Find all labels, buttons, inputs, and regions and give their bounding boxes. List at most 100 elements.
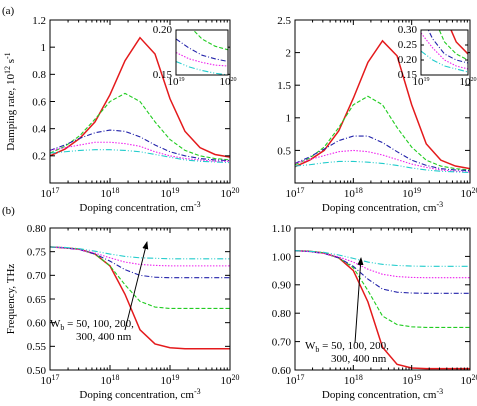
x-tick-base: 10 [167, 76, 179, 88]
inset-background [176, 30, 228, 75]
x-tick-base: 10 [41, 188, 53, 200]
y-tick-label: 0.70 [27, 270, 47, 282]
x-tick-label: 1019 [402, 373, 421, 387]
x-tick-label: 1019 [167, 76, 184, 88]
series-line [450, 30, 468, 55]
x-tick-label: 1020 [221, 373, 240, 387]
y-tick-label: 0.55 [27, 341, 47, 353]
x-axis-label-sup: -3 [194, 387, 201, 396]
x-tick-base: 10 [344, 188, 356, 200]
y-tick-label: 0.60 [272, 365, 292, 377]
x-axis-label-sup: -3 [194, 200, 201, 209]
plot-frame [175, 29, 229, 76]
x-tick-base: 10 [286, 188, 298, 200]
x-tick-base: 10 [286, 375, 298, 387]
x-tick-exponent: 17 [297, 186, 305, 195]
y-tick-label: 0.60 [27, 318, 47, 330]
x-tick-base: 10 [459, 76, 471, 88]
y-tick-label: 0.25 [398, 39, 418, 51]
x-tick-base: 10 [344, 375, 356, 387]
y-tick-label: 0.2 [32, 151, 46, 163]
x-tick-base: 10 [161, 188, 173, 200]
x-tick-base: 10 [219, 76, 231, 88]
panel-label: (a) [2, 5, 15, 17]
y-tick-label: 0.30 [398, 24, 418, 36]
y-tick-label: 2 [286, 47, 292, 59]
y-tick-label: 0.90 [272, 280, 292, 292]
x-tick-label: 1017 [41, 186, 60, 200]
x-tick-base: 10 [41, 375, 53, 387]
x-tick-exponent: 19 [178, 77, 184, 83]
series-line [295, 160, 470, 174]
series-line [295, 149, 470, 173]
series-line [50, 246, 230, 310]
x-tick-label: 1019 [161, 186, 180, 200]
x-tick-exponent: 19 [172, 186, 180, 195]
x-tick-label: 1017 [286, 186, 305, 200]
series-line [192, 30, 228, 51]
y-tick-label: 0.5 [277, 145, 291, 157]
y-tick-label: 0.80 [27, 223, 47, 235]
x-tick-label: 1020 [219, 76, 236, 88]
y-tick-label: 2.5 [277, 15, 291, 27]
x-axis-label-text: Doping concentration, cm [79, 389, 194, 401]
x-tick-exponent: 18 [112, 373, 120, 382]
annotation-text: = 50, 100, 200, [319, 340, 389, 352]
annotation: 300, 400 nm [76, 331, 132, 343]
y-axis-label-sup: -1 [3, 52, 12, 59]
y-tick-label: 0.6 [32, 96, 46, 108]
series-line [50, 129, 230, 162]
y-axis-label: Frequency, THz [5, 264, 17, 335]
x-tick-label: 1020 [459, 76, 476, 88]
series-line [176, 38, 228, 63]
x-tick-exponent: 19 [413, 186, 421, 195]
series-line [176, 60, 228, 75]
x-tick-exponent: 18 [355, 373, 363, 382]
x-tick-label: 1019 [161, 373, 180, 387]
x-tick-base: 10 [101, 375, 113, 387]
y-tick-label: 0.50 [27, 365, 47, 377]
series-line [295, 250, 470, 328]
x-tick-base: 10 [461, 188, 473, 200]
series-line [50, 149, 230, 164]
panel-label: (b) [2, 205, 15, 217]
series-line [421, 32, 468, 70]
y-tick-label: 0.70 [272, 336, 292, 348]
annotation-sub: b [315, 345, 319, 354]
x-tick-base: 10 [412, 76, 424, 88]
x-tick-exponent: 18 [355, 186, 363, 195]
x-tick-exponent: 19 [423, 77, 429, 83]
annotation: Wb = 50, 100, 200, [305, 340, 389, 354]
x-tick-label: 1018 [344, 373, 363, 387]
series-line [421, 50, 468, 73]
x-tick-exponent: 19 [172, 373, 180, 382]
x-axis-label: Doping concentration, cm-3 [322, 387, 443, 401]
x-tick-label: 1020 [461, 186, 477, 200]
annotation-symbol: W [305, 340, 316, 352]
series-line [295, 39, 470, 170]
y-axis-label-text: Frequency, THz [5, 264, 17, 335]
y-axis-label-text: Damping rate, 10 [5, 74, 17, 151]
x-axis-label: Doping concentration, cm-3 [79, 200, 200, 214]
y-tick-label: 1 [41, 42, 47, 54]
series-line [295, 135, 470, 172]
series-line [427, 30, 468, 64]
annotation-text: = 50, 100, 200, [64, 318, 134, 330]
series-line [176, 52, 228, 67]
plot-frame [420, 29, 469, 76]
x-tick-label: 1017 [286, 373, 305, 387]
inset-background [421, 30, 468, 75]
series-line [295, 95, 470, 171]
x-tick-base: 10 [461, 375, 473, 387]
series-line [295, 250, 470, 279]
series-line [295, 250, 470, 294]
x-tick-exponent: 17 [297, 373, 305, 382]
series-line [50, 246, 230, 260]
y-tick-label: 0.15 [153, 69, 173, 81]
y-tick-label: 1.5 [277, 80, 291, 92]
x-tick-label: 1018 [101, 186, 120, 200]
y-tick-label: 1 [286, 113, 292, 125]
